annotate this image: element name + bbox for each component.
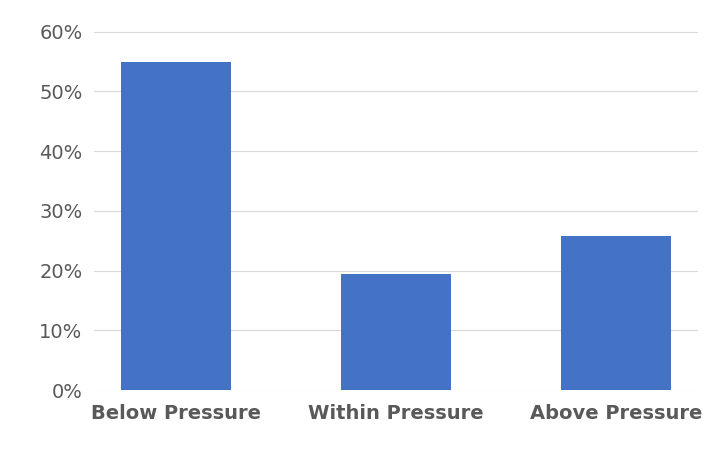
Bar <box>121 62 231 390</box>
Bar <box>341 274 451 390</box>
Bar <box>561 236 671 390</box>
